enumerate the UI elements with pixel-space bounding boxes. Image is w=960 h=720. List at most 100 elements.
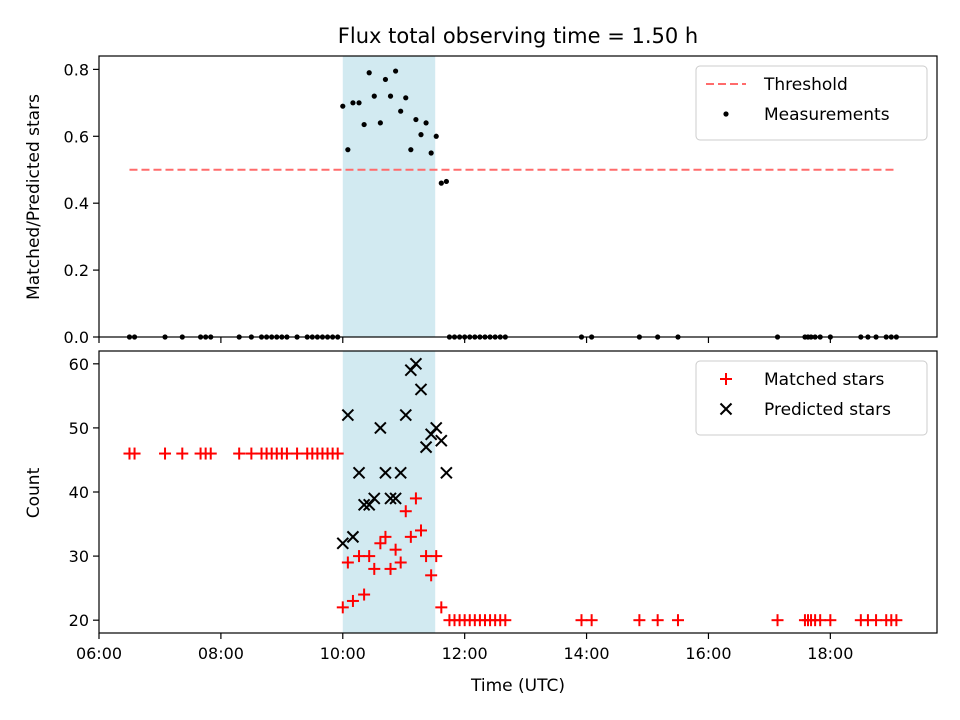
- matched-star-point: [824, 614, 837, 627]
- legend: Threshold Measurements: [695, 65, 928, 141]
- matched-star-point: [331, 447, 344, 460]
- measurement-point: [408, 147, 414, 153]
- matched-star-point: [814, 614, 827, 627]
- y-tick-label: 30: [69, 547, 89, 566]
- legend-measurement-swatch: [723, 111, 729, 117]
- matched-star-point: [409, 492, 422, 505]
- matched-star-point: [379, 530, 392, 543]
- x-tick-label: 14:00: [564, 644, 610, 663]
- matched-star-point: [399, 505, 412, 518]
- measurement-point: [361, 121, 367, 128]
- observing-span: [342, 351, 436, 633]
- matched-star-point: [159, 447, 172, 460]
- measurement-point: [345, 147, 351, 153]
- x-stroke-b: [435, 434, 448, 447]
- legend-label: Predicted stars: [764, 400, 891, 420]
- axes-frame: [98, 55, 938, 338]
- x-stroke-b: [374, 421, 387, 435]
- x-tick-label: 10:00: [320, 644, 366, 663]
- matched-star-point: [414, 524, 427, 537]
- measurement-point: [382, 76, 389, 83]
- x-tick-label: 18:00: [807, 644, 853, 663]
- predicted-star-point: [419, 440, 433, 454]
- predicted-star-point: [394, 466, 407, 479]
- y-tick-label: 60: [69, 355, 89, 374]
- measurement-point: [356, 100, 362, 106]
- y-tick-label: 0.0: [64, 328, 89, 347]
- matched-star-point: [363, 550, 376, 563]
- legend-label: Measurements: [764, 105, 890, 125]
- x-stroke-b: [419, 440, 433, 454]
- legend-label: Threshold: [763, 75, 848, 95]
- matched-star-point: [575, 614, 588, 627]
- measurement-point: [413, 116, 419, 123]
- y-tick-label: 50: [69, 419, 89, 438]
- matched-star-point: [585, 614, 598, 627]
- y-tick-label: 0.4: [64, 194, 89, 213]
- matched-star-point: [291, 447, 304, 460]
- measurement-point: [366, 70, 372, 76]
- measurement-point: [418, 132, 424, 138]
- predicted-star-point: [357, 498, 371, 512]
- top-panel: 0.0 0.2 0.4 0.6 0.8 Threshold Measurements: [64, 55, 938, 347]
- measurement-point: [398, 108, 404, 114]
- matched-star-point: [771, 614, 784, 627]
- y-tick-label: 0.6: [64, 127, 89, 146]
- x-axis-label: Time (UTC): [470, 676, 565, 696]
- matched-star-point: [353, 550, 366, 563]
- measurement-point: [387, 93, 394, 99]
- x-tick-label: 06:00: [76, 644, 122, 663]
- matched-star-point: [870, 614, 883, 627]
- matched-star-point: [280, 447, 293, 460]
- predicted-star-point: [435, 434, 448, 447]
- matched-star-point: [389, 543, 402, 556]
- matched-star-point: [128, 447, 141, 460]
- matched-star-point: [346, 594, 359, 607]
- x-tick-label: 08:00: [198, 644, 244, 663]
- x-stroke-b: [399, 408, 412, 422]
- matched-star-point: [430, 550, 443, 563]
- x-stroke-b: [336, 537, 349, 550]
- matched-star-point: [651, 614, 664, 627]
- matched-star-point: [435, 601, 448, 614]
- matched-star-point: [394, 556, 407, 569]
- matched-star-point: [368, 562, 381, 575]
- legend: Matched stars Predicted stars: [695, 360, 928, 436]
- predicted-star-point: [379, 466, 392, 479]
- predicted-star-point: [341, 408, 355, 422]
- matched-star-point: [233, 447, 246, 460]
- matched-star-point: [633, 614, 646, 627]
- predicted-star-point: [336, 537, 349, 550]
- y-tick-label: 0.2: [64, 261, 89, 280]
- matched-star-point: [336, 601, 349, 614]
- x-stroke-b: [440, 466, 453, 479]
- x-stroke-b: [346, 530, 360, 544]
- predicted-star-point: [399, 408, 412, 422]
- legend-box: [695, 65, 928, 141]
- bottom-y-axis-label: Count: [24, 467, 44, 518]
- top-y-axis-label: Matched/Predicted stars: [24, 94, 44, 300]
- x-stroke-b: [368, 492, 381, 505]
- measurement-point: [340, 103, 346, 109]
- predicted-star-point: [389, 492, 402, 505]
- predicted-star-point: [409, 357, 423, 371]
- measurement-point: [443, 178, 449, 185]
- y-tick-label: 20: [69, 611, 89, 630]
- y-tick-label: 0.8: [64, 60, 89, 79]
- x-stroke-b: [384, 492, 397, 505]
- matched-star-point: [404, 530, 417, 543]
- measurement-point: [377, 120, 383, 126]
- chart-title: Flux total observing time = 1.50 h: [338, 24, 698, 48]
- x-tick-label: 16:00: [685, 644, 731, 663]
- predicted-star-point: [368, 492, 381, 505]
- predicted-star-point: [414, 383, 428, 396]
- x-stroke-b: [341, 408, 355, 422]
- matched-star-point: [341, 556, 354, 569]
- matched-star-point: [420, 550, 433, 563]
- x-stroke-b: [394, 466, 407, 479]
- x-stroke-b: [719, 402, 733, 416]
- matched-star-point: [358, 588, 371, 601]
- predicted-star-point: [440, 466, 453, 479]
- x-stroke-b: [357, 498, 371, 512]
